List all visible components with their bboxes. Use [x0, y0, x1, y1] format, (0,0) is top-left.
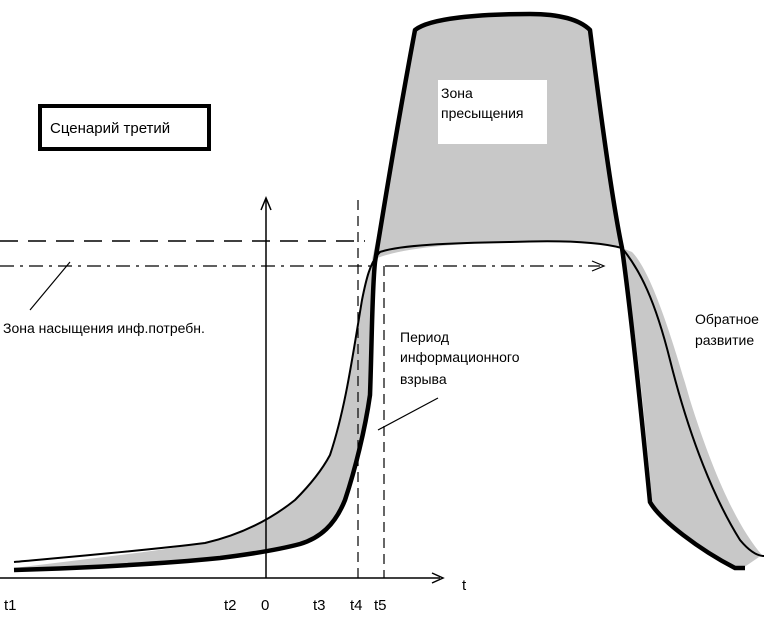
- supersaturation-label-line2: пресыщения: [441, 105, 524, 121]
- reverse-label-line1: Обратное: [695, 311, 759, 327]
- x-axis-label: t: [462, 577, 467, 594]
- x-axis-arrowhead: [431, 572, 445, 584]
- supersaturation-label-bg: [438, 80, 547, 144]
- tick-label-0: 0: [261, 597, 269, 614]
- tick-label-t1: t1: [4, 597, 17, 614]
- decline-band-fill: [622, 248, 762, 570]
- tick-label-t5: t5: [374, 597, 387, 614]
- information-curve-thick: [13, 11, 745, 573]
- saturation-label: Зона насыщения инф.потребн.: [3, 320, 205, 336]
- saturation-arrowhead: [591, 260, 606, 272]
- explosion-label-line1: Период: [400, 329, 449, 345]
- saturation-pointer: [29, 261, 71, 311]
- explosion-label-line3: взрыва: [400, 371, 447, 387]
- explosion-label-line2: информационного: [400, 349, 520, 365]
- reverse-label-line2: развитие: [695, 332, 754, 348]
- tick-label-t2: t2: [224, 597, 237, 614]
- growth-band-fill: [14, 265, 372, 568]
- tick-label-t3: t3: [313, 597, 326, 614]
- explosion-pointer: [377, 397, 439, 431]
- demand-curve-thin: [13, 240, 765, 563]
- scenario-label: Сценарий третий: [50, 120, 170, 137]
- supersaturation-label-line1: Зона: [441, 85, 473, 101]
- y-axis-arrowhead: [260, 196, 272, 211]
- scenario-box: [38, 104, 211, 151]
- tick-label-t4: t4: [350, 597, 363, 614]
